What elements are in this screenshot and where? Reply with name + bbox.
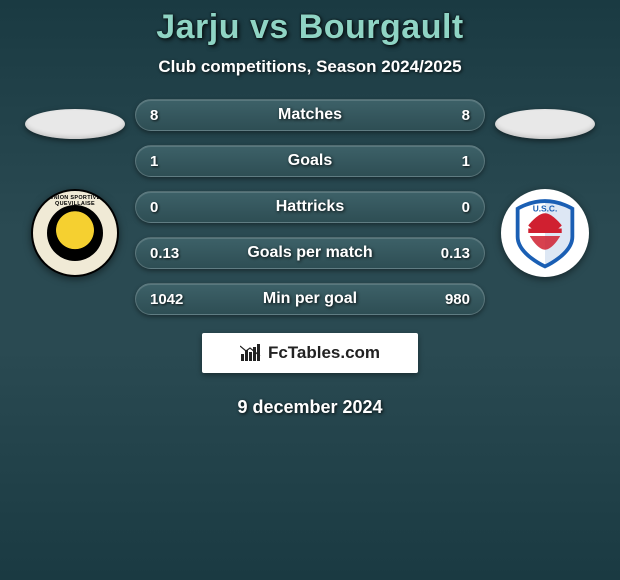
stat-row-goals: 1 Goals 1 [135,145,485,177]
stat-left-value: 1042 [150,291,190,308]
stat-left-value: 8 [150,107,190,124]
stat-left-value: 0.13 [150,245,190,262]
stat-label: Hattricks [190,198,430,216]
left-flag-icon [25,109,125,139]
subtitle: Club competitions, Season 2024/2025 [0,57,620,77]
stat-right-value: 8 [430,107,470,124]
stat-right-value: 980 [430,291,470,308]
date-text: 9 december 2024 [0,397,620,418]
stat-right-value: 0.13 [430,245,470,262]
stat-label: Goals per match [190,244,430,262]
left-player-col: UNION SPORTIVE QUEVILLAISE [15,99,135,277]
comparison-card: Jarju vs Bourgault Club competitions, Se… [0,0,620,418]
page-title: Jarju vs Bourgault [0,8,620,47]
stat-right-value: 1 [430,153,470,170]
stat-right-value: 0 [430,199,470,216]
stat-row-min-per-goal: 1042 Min per goal 980 [135,283,485,315]
bar-chart-icon [240,344,262,362]
watermark: FcTables.com [202,333,418,373]
stat-row-hattricks: 0 Hattricks 0 [135,191,485,223]
stat-row-goals-per-match: 0.13 Goals per match 0.13 [135,237,485,269]
watermark-text: FcTables.com [268,343,380,363]
stat-label: Min per goal [190,290,430,308]
stat-label: Goals [190,152,430,170]
right-club-badge: U.S.C. [501,189,589,277]
stat-row-matches: 8 Matches 8 [135,99,485,131]
svg-text:U.S.C.: U.S.C. [533,204,558,214]
stat-left-value: 1 [150,153,190,170]
stat-label: Matches [190,106,430,124]
right-club-svg-icon: U.S.C. [507,195,583,271]
left-club-inner-icon [47,205,103,261]
main-row: UNION SPORTIVE QUEVILLAISE 8 Matches 8 1… [0,99,620,315]
stat-left-value: 0 [150,199,190,216]
stats-column: 8 Matches 8 1 Goals 1 0 Hattricks 0 0.13… [135,99,485,315]
right-flag-icon [495,109,595,139]
left-club-badge: UNION SPORTIVE QUEVILLAISE [31,189,119,277]
right-player-col: U.S.C. [485,99,605,277]
